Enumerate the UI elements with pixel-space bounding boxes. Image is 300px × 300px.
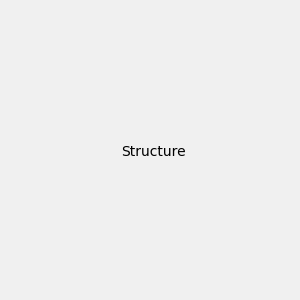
Text: Structure: Structure xyxy=(122,145,186,158)
